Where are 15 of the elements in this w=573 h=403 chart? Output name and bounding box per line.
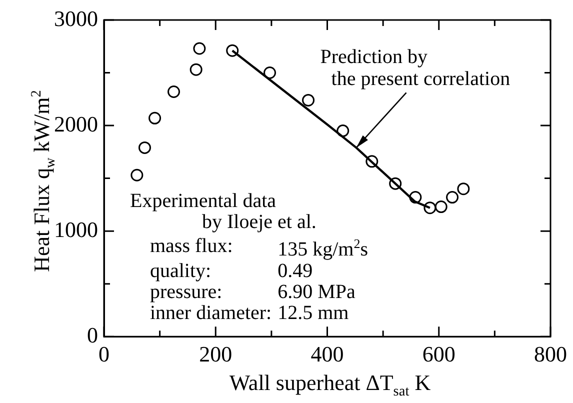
y-tick-label: 3000 [54,6,98,31]
annotation: Experimental data [130,190,278,212]
y-tick-label: 0 [87,322,98,348]
x-axis-title: Wall superheat ΔT$_{sat}$ K [229,370,431,400]
annotation: by Iloeje et al. [202,211,318,233]
x-tick-label: 600 [422,342,456,367]
x-tick-label: 800 [534,342,567,367]
annotation: Prediction by the present correlation [320,46,510,90]
annotation: inner diameter: 12.5 mm [150,302,350,324]
x-tick-label: 200 [199,342,232,367]
y-tick-label: 1000 [54,216,98,242]
text: pressure: 6.90 MPa [150,280,356,303]
text: mass flux: 135 kg/m$^{2}$s [150,235,368,261]
x-tick-label: 400 [310,342,344,367]
text: quality: 0.49 [150,260,313,282]
